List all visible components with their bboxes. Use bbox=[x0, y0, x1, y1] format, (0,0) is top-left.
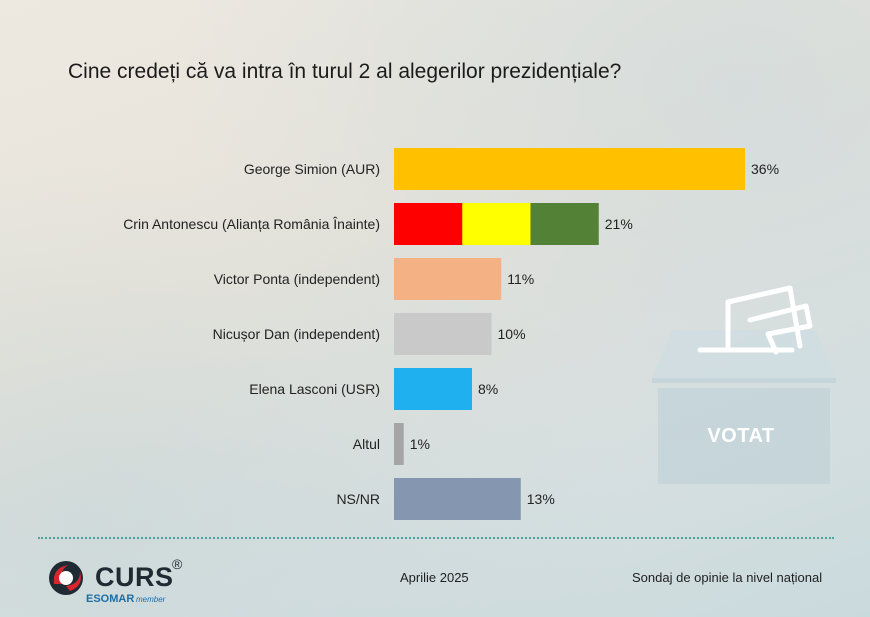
bar-group-elena-lasconi-usr: Elena Lasconi (USR) 8% bbox=[249, 368, 498, 410]
chart-title: Cine credeți că va intra în turul 2 al a… bbox=[68, 60, 622, 83]
value-label: 21% bbox=[605, 216, 633, 232]
category-label: Victor Ponta (independent) bbox=[214, 271, 380, 287]
bar-group-victor-ponta-independent: Victor Ponta (independent) 11% bbox=[214, 258, 534, 300]
logo-registered-mark: ® bbox=[172, 556, 183, 572]
category-label: Altul bbox=[353, 436, 380, 452]
category-label: Crin Antonescu (Alianța România Înainte) bbox=[123, 216, 380, 232]
bar-segment bbox=[462, 203, 531, 245]
bar-group-ns-nr: NS/NR 13% bbox=[336, 478, 555, 520]
footer-date: Aprilie 2025 bbox=[400, 570, 469, 585]
category-label: George Simion (AUR) bbox=[244, 161, 380, 177]
bar bbox=[394, 478, 521, 520]
bar-segment bbox=[394, 203, 463, 245]
value-label: 1% bbox=[410, 436, 430, 452]
category-label: NS/NR bbox=[336, 491, 380, 507]
value-label: 8% bbox=[478, 381, 498, 397]
value-label: 10% bbox=[498, 326, 526, 342]
ballot-box-label: VOTAT bbox=[707, 425, 775, 447]
value-label: 13% bbox=[527, 491, 555, 507]
bar-group-altul: Altul 1% bbox=[353, 423, 430, 465]
bar bbox=[394, 313, 492, 355]
category-label: Elena Lasconi (USR) bbox=[249, 381, 380, 397]
value-label: 36% bbox=[751, 161, 779, 177]
bar-group-crin-antonescu-alianta-romania-inainte: Crin Antonescu (Alianța România Înainte)… bbox=[123, 203, 633, 245]
logo-wordmark: CURS bbox=[95, 562, 174, 592]
footer-note: Sondaj de opinie la nivel național bbox=[632, 570, 823, 585]
curs-logo-icon bbox=[49, 561, 83, 595]
bar-segment bbox=[530, 203, 599, 245]
category-label: Nicușor Dan (independent) bbox=[213, 326, 380, 342]
ballot-box-icon bbox=[652, 285, 836, 484]
bar bbox=[394, 148, 745, 190]
bar bbox=[394, 368, 472, 410]
bar bbox=[394, 258, 502, 300]
bar bbox=[394, 423, 404, 465]
value-label: 11% bbox=[507, 271, 534, 287]
logo-member: member bbox=[136, 595, 166, 604]
logo-esomar: ESOMAR bbox=[86, 593, 135, 605]
bar-group-george-simion-aur: George Simion (AUR) 36% bbox=[244, 148, 779, 190]
bar-group-nicusor-dan-independent: Nicușor Dan (independent) 10% bbox=[213, 313, 526, 355]
footer-divider bbox=[38, 537, 834, 539]
